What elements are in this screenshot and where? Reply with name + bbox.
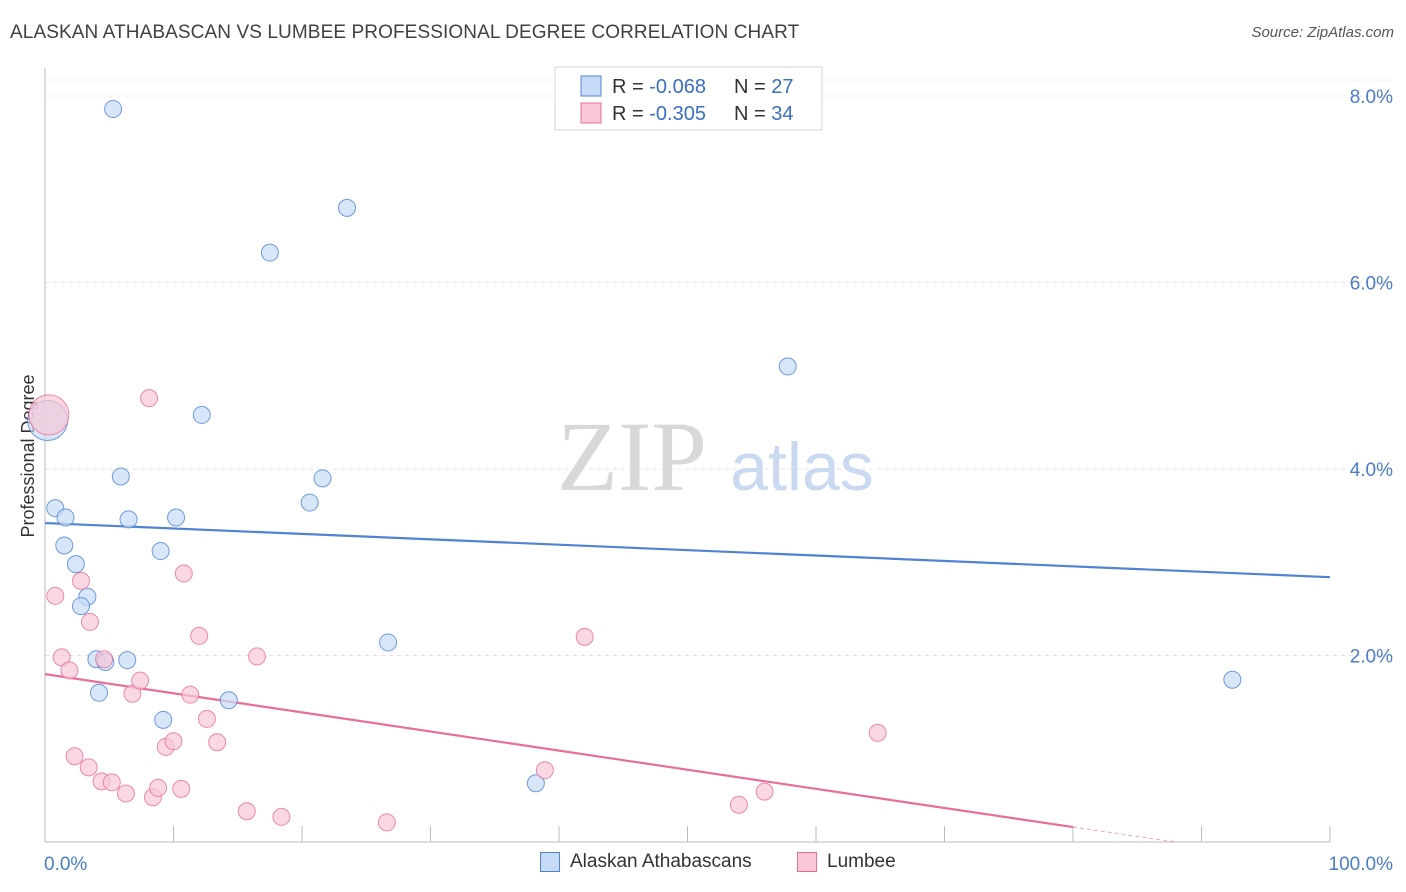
stats-r-value-1: -0.305 (649, 103, 706, 125)
y-tick-label-3: 8.0% (1350, 87, 1393, 108)
lumbee-point-20 (174, 564, 193, 583)
athabascan-point-24 (526, 774, 545, 793)
athabascan-point-18 (219, 691, 238, 710)
lumbee-point-31 (729, 795, 748, 814)
legend-label-lumbee: Lumbee (827, 851, 896, 872)
legend-item-alaskan-athabascans: Alaskan Athabascans (540, 851, 752, 873)
lumbee-point-16 (149, 778, 168, 797)
stats-legend: R = -0.068 N = 27 R = -0.305 N = 34 (554, 66, 823, 131)
trend-extension-1 (1072, 826, 1176, 843)
lumbee-point-10 (102, 773, 121, 792)
lumbee-point-18 (164, 732, 183, 751)
y-tick-labels: 2.0% 4.0% 6.0% 8.0% (1350, 87, 1393, 668)
lumbee-point-5 (71, 571, 90, 590)
stats-n-row-1: N = 34 (734, 103, 794, 125)
stats-n-row-0: N = 27 (734, 76, 794, 98)
athabascan-point-26 (1223, 670, 1242, 689)
lumbee-point-25 (237, 802, 256, 821)
trend-line-0 (44, 521, 1331, 579)
stats-swatch-0 (580, 75, 602, 97)
chart-title: ALASKAN ATHABASCAN VS LUMBEE PROFESSIONA… (10, 22, 800, 43)
lumbee-point-29 (535, 761, 554, 780)
y-tick-label-1: 4.0% (1350, 460, 1393, 481)
lumbee-point-1 (46, 586, 65, 605)
stats-n-label-0: N = (734, 76, 771, 98)
athabascan-point-25 (778, 357, 797, 376)
stats-n-value-0: 27 (771, 76, 793, 98)
lumbee-point-6 (80, 612, 99, 631)
stats-row-1: R = -0.305 (612, 103, 706, 125)
legend-item-lumbee: Lumbee (797, 851, 896, 873)
lumbee-point-28 (377, 813, 396, 832)
athabascan-point-10 (111, 467, 130, 486)
athabascan-point-16 (154, 710, 173, 729)
stats-n-value-1: 34 (771, 103, 793, 125)
stats-r-value-0: -0.068 (649, 76, 706, 98)
x-tick-label-0: 0.0% (44, 854, 87, 875)
lumbee-point-13 (131, 671, 150, 690)
lumbee-point-22 (190, 626, 209, 645)
athabascan-point-22 (337, 198, 356, 217)
axes (44, 68, 1331, 843)
trend-lines (44, 521, 1331, 843)
athabascan-point-3 (55, 536, 74, 555)
x-tick-label-1: 100.0% (1329, 854, 1394, 875)
x-tick-labels: 0.0% 100.0% (44, 854, 1393, 875)
lumbee-point-32 (755, 782, 774, 801)
lumbee-point-27 (272, 807, 291, 826)
athabascan-point-21 (313, 469, 332, 488)
athabascan-point-4 (66, 555, 85, 574)
stats-n-label-1: N = (734, 103, 771, 125)
stats-r-label-0: R = (612, 76, 649, 98)
trend-line-1 (44, 673, 1074, 829)
lumbee-point-7 (79, 758, 98, 777)
athabascan-point-19 (260, 243, 279, 262)
grid-lines (45, 79, 1392, 656)
stats-swatch-1 (580, 102, 602, 124)
y-tick-label-2: 6.0% (1350, 274, 1393, 295)
watermark-zip: ZIP (557, 401, 707, 512)
lumbee-point-23 (197, 709, 216, 728)
lumbee-point-19 (172, 779, 191, 798)
lumbee-point-0 (28, 394, 70, 436)
source-label: Source: ZipAtlas.com (1251, 24, 1394, 41)
athabascan-point-14 (151, 542, 170, 561)
athabascan-point-23 (379, 633, 398, 652)
lumbee-point-33 (868, 723, 887, 742)
legend-swatch-lumbee (797, 852, 817, 872)
athabascan-point-17 (192, 405, 211, 424)
data-points (27, 100, 1242, 832)
athabascan-point-2 (56, 508, 75, 527)
lumbee-point-9 (95, 650, 114, 669)
lumbee-point-26 (248, 647, 267, 666)
athabascan-point-12 (118, 651, 137, 670)
stats-r-label-1: R = (612, 103, 649, 125)
lumbee-point-21 (181, 685, 200, 704)
athabascan-point-8 (89, 683, 108, 702)
athabascan-point-20 (300, 493, 319, 512)
series-legend: Alaskan Athabascans Lumbee (0, 851, 1406, 879)
lumbee-point-11 (116, 784, 135, 803)
athabascan-point-6 (71, 597, 90, 616)
lumbee-point-3 (60, 661, 79, 680)
legend-swatch-alaskan-athabascans (540, 852, 560, 872)
athabascan-point-15 (167, 508, 186, 527)
stats-row-0: R = -0.068 (612, 76, 706, 98)
legend-label-alaskan-athabascans: Alaskan Athabascans (570, 851, 752, 872)
y-tick-label-0: 2.0% (1350, 647, 1393, 668)
lumbee-point-4 (65, 747, 84, 766)
athabascan-point-13 (119, 510, 138, 529)
lumbee-point-24 (208, 733, 227, 752)
watermark: ZIP atlas (557, 401, 874, 512)
watermark-atlas: atlas (730, 429, 874, 505)
athabascan-point-11 (104, 100, 123, 119)
lumbee-point-30 (575, 627, 594, 646)
y-axis-label: Professional Degree (18, 374, 38, 537)
lumbee-point-14 (140, 389, 159, 408)
